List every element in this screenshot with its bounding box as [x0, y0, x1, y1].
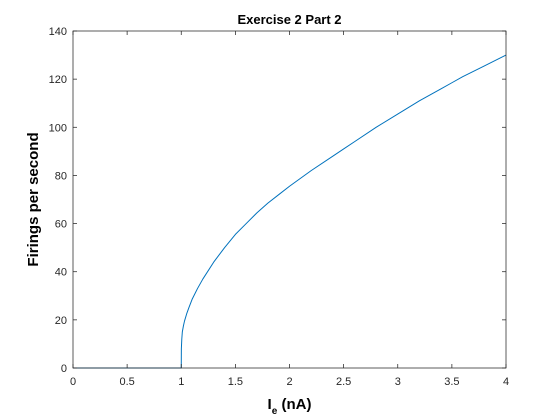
chart-title: Exercise 2 Part 2	[237, 12, 341, 27]
x-axis-label: Ie (nA)	[268, 396, 312, 417]
y-axis-ticks: 0 20 40 60 80 100 120 140	[49, 26, 506, 375]
x-axis-label-subscript: e	[272, 406, 278, 417]
y-tick-label: 0	[61, 363, 67, 375]
x-tick-label: 1.5	[228, 376, 243, 388]
x-tick-label: 3.5	[444, 376, 459, 388]
y-tick-label: 40	[55, 267, 67, 279]
x-tick-label: 0.5	[119, 376, 134, 388]
y-tick-label: 120	[49, 74, 67, 86]
x-axis-ticks: 0 0.5 1 1.5 2 2.5 3 3.5 4	[70, 31, 509, 388]
plot-area	[73, 31, 506, 368]
x-axis-label-unit: (nA)	[277, 396, 311, 413]
x-tick-label: 2.5	[336, 376, 351, 388]
y-tick-label: 100	[49, 122, 67, 134]
y-tick-label: 140	[49, 26, 67, 38]
y-tick-label: 80	[55, 170, 67, 182]
x-tick-label: 0	[70, 376, 76, 388]
data-layer	[73, 54, 507, 369]
y-tick-label: 20	[55, 315, 67, 327]
y-axis-label: Firings per second	[25, 132, 42, 266]
x-axis-label-main: I	[268, 396, 272, 413]
x-tick-label: 3	[395, 376, 401, 388]
x-tick-label: 4	[503, 376, 509, 388]
y-tick-label: 60	[55, 219, 67, 231]
x-tick-label: 1	[178, 376, 184, 388]
series-line	[73, 54, 507, 369]
x-tick-label: 2	[286, 376, 292, 388]
